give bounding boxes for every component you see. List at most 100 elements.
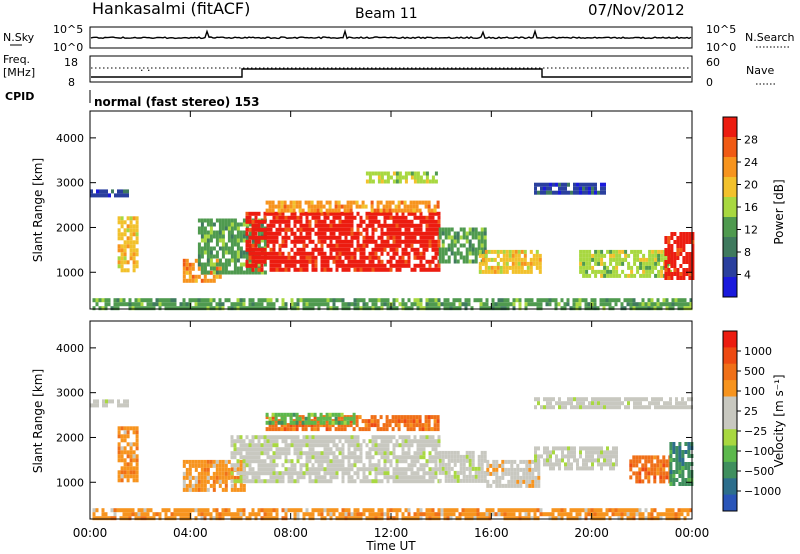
heatmap-cell (470, 508, 474, 513)
heatmap-cell (362, 302, 366, 307)
heatmap-cell (588, 182, 591, 187)
heatmap-cell (260, 255, 264, 260)
heatmap-cell (132, 458, 136, 463)
heatmap-cell (564, 182, 567, 187)
heatmap-cell (224, 262, 228, 267)
nave-trace (91, 68, 691, 78)
heatmap-cell (418, 200, 422, 205)
heatmap-cell (382, 427, 386, 432)
heatmap-cell (688, 256, 692, 260)
heatmap-cell (673, 240, 677, 244)
heatmap-cell (642, 257, 646, 262)
heatmap-cell (654, 265, 658, 270)
heatmap-cell (182, 274, 186, 279)
heatmap-cell (344, 251, 348, 256)
heatmap-cell (404, 443, 408, 448)
heatmap-cell (549, 462, 552, 467)
heatmap-cell (425, 223, 429, 228)
heatmap-cell (471, 458, 475, 463)
heatmap-cell (268, 420, 272, 425)
heatmap-cell (260, 435, 264, 440)
heatmap-cell (275, 508, 279, 513)
heatmap-cell (322, 423, 326, 428)
heatmap-cell (389, 231, 393, 236)
heatmap-cell (514, 261, 518, 266)
heatmap-cell (296, 302, 300, 307)
heatmap-cell (326, 467, 330, 472)
heatmap-cell (335, 259, 339, 264)
heatmap-cell (425, 479, 429, 484)
heatmap-cell (398, 435, 402, 440)
heatmap-cell (434, 227, 438, 232)
heatmap-cell (656, 471, 660, 476)
heatmap-cell (341, 219, 345, 224)
heatmap-cell (653, 516, 657, 521)
heatmap-cell (632, 516, 636, 521)
heatmap-cell (272, 306, 276, 311)
heatmap-cell (675, 462, 679, 466)
heatmap-cell (471, 243, 475, 248)
heatmap-cell (573, 458, 576, 463)
heatmap-cell (269, 227, 273, 232)
heatmap-cell (236, 266, 240, 271)
heatmap-cell (353, 508, 357, 513)
heatmap-cell (206, 467, 210, 472)
heatmap-cell (332, 451, 336, 456)
heatmap-cell (504, 483, 508, 488)
heatmap-cell (269, 306, 273, 311)
heatmap-cell (365, 215, 369, 220)
heatmap-cell (468, 259, 472, 264)
heatmap-cell (305, 302, 309, 307)
heatmap-cell (576, 186, 579, 191)
heatmap-cell (120, 268, 124, 273)
heatmap-cell (461, 302, 465, 307)
heatmap-cell (416, 231, 420, 236)
heatmap-cell (471, 231, 475, 236)
heatmap-cell (675, 401, 678, 406)
heatmap-cell (603, 397, 606, 402)
heatmap-cell (462, 227, 466, 232)
heatmap-cell (362, 255, 366, 260)
heatmap-cell (506, 516, 510, 521)
heatmap-cell (107, 302, 111, 307)
heatmap-cell (359, 467, 363, 472)
heatmap-cell (511, 253, 515, 258)
heatmap-cell (422, 239, 426, 244)
heatmap-cell (93, 193, 96, 198)
heatmap-cell (302, 471, 306, 476)
heatmap-cell (275, 479, 279, 484)
heatmap-cell (515, 508, 519, 513)
heatmap-cell (683, 298, 687, 303)
heatmap-cell (182, 459, 186, 464)
heatmap-cell (251, 471, 255, 476)
heatmap-cell (564, 405, 567, 410)
heatmap-cell (341, 471, 345, 476)
heatmap-cell (570, 454, 573, 459)
heatmap-cell (431, 516, 435, 521)
heatmap-cell (407, 463, 411, 468)
heatmap-cell (263, 439, 267, 444)
x-tick-label: 08:00 (273, 526, 308, 540)
heatmap-cell (425, 235, 429, 240)
heatmap-cell (501, 483, 505, 488)
heatmap-cell (275, 263, 279, 268)
heatmap-cell (377, 219, 381, 224)
heatmap-cell (362, 247, 366, 252)
heatmap-cell (593, 306, 597, 311)
heatmap-cell (310, 423, 314, 428)
heatmap-cell (110, 516, 114, 521)
heatmap-cell (486, 471, 490, 476)
heatmap-cell (413, 302, 417, 307)
heatmap-cell (564, 454, 567, 459)
heatmap-cell (514, 269, 518, 274)
heatmap-cell (681, 401, 684, 406)
heatmap-cell (495, 467, 499, 472)
heatmap-cell (474, 231, 478, 236)
heatmap-cell (567, 454, 570, 459)
heatmap-cell (350, 455, 354, 460)
heatmap-cell (474, 251, 478, 256)
heatmap-cell (404, 508, 408, 513)
heatmap-cell (203, 230, 207, 235)
heatmap-cell (404, 179, 408, 184)
heatmap-cell (632, 455, 636, 460)
